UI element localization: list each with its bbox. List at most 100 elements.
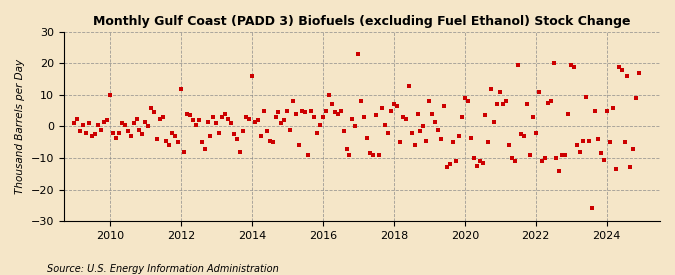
Point (406, 131, 417, 135)
Point (122, 129, 133, 133)
Point (205, 134, 216, 138)
Point (379, 123, 390, 127)
Point (439, 104, 450, 108)
Point (105, 93, 115, 97)
Point (297, 109, 308, 113)
Point (211, 121, 222, 125)
Point (75, 129, 86, 133)
Point (462, 99, 473, 103)
Point (282, 109, 293, 113)
Point (510, 159, 520, 163)
Point (398, 115, 408, 119)
Point (169, 134, 180, 138)
Point (140, 120, 151, 124)
Point (578, 139, 589, 143)
Point (315, 123, 325, 127)
Point (531, 131, 541, 135)
Point (392, 104, 402, 108)
Point (78, 123, 88, 127)
Point (87, 134, 98, 138)
Point (240, 115, 251, 119)
Point (625, 165, 636, 170)
Point (335, 109, 346, 113)
Point (516, 132, 526, 137)
Point (554, 168, 565, 173)
Point (288, 99, 299, 103)
Point (184, 113, 195, 118)
Point (445, 162, 456, 166)
Point (368, 153, 379, 157)
Y-axis label: Thousand Barrels per Day: Thousand Barrels per Day (15, 59, 25, 194)
Point (190, 123, 201, 127)
Point (96, 127, 107, 132)
Point (326, 102, 337, 107)
Point (475, 159, 485, 163)
Point (628, 146, 639, 151)
Point (456, 115, 467, 119)
Point (377, 105, 387, 110)
Point (187, 118, 198, 122)
Point (244, 116, 254, 121)
Point (580, 94, 591, 99)
Point (158, 115, 169, 119)
Point (176, 86, 186, 91)
Point (539, 156, 550, 160)
Point (300, 110, 310, 114)
Point (542, 101, 553, 105)
Point (599, 157, 610, 162)
Point (574, 150, 585, 154)
Point (264, 139, 275, 143)
Point (134, 127, 145, 132)
Point (563, 112, 574, 116)
Point (312, 131, 323, 135)
Point (81, 131, 92, 135)
Point (551, 156, 562, 160)
Point (217, 115, 227, 119)
Point (202, 120, 213, 124)
Point (601, 109, 612, 113)
Point (421, 139, 432, 143)
Point (173, 140, 184, 144)
Point (507, 156, 518, 160)
Point (450, 159, 461, 163)
Point (362, 135, 373, 140)
Point (182, 112, 192, 116)
Point (143, 124, 154, 129)
Point (613, 64, 624, 69)
Point (537, 159, 547, 163)
Point (412, 112, 423, 116)
Point (128, 121, 139, 125)
Point (622, 74, 633, 78)
Point (167, 131, 178, 135)
Point (492, 102, 503, 107)
Point (486, 86, 497, 91)
Point (259, 109, 269, 113)
Point (498, 102, 509, 107)
Point (223, 116, 234, 121)
Point (374, 153, 385, 157)
Title: Monthly Gulf Coast (PADD 3) Biofuels (excluding Fuel Ethanol) Stock Change: Monthly Gulf Coast (PADD 3) Biofuels (ex… (93, 15, 630, 28)
Point (359, 115, 370, 119)
Point (353, 52, 364, 56)
Point (364, 151, 375, 155)
Point (356, 99, 367, 103)
Point (471, 164, 482, 168)
Point (178, 150, 189, 154)
Point (483, 140, 494, 144)
Point (415, 129, 426, 133)
Point (250, 120, 261, 124)
Point (595, 151, 606, 155)
Point (214, 131, 225, 135)
Point (306, 109, 317, 113)
Point (477, 161, 488, 165)
Point (220, 112, 231, 116)
Point (131, 116, 142, 121)
Point (468, 156, 479, 160)
Point (255, 134, 266, 138)
Point (270, 115, 281, 119)
Point (403, 83, 414, 88)
Point (634, 71, 645, 75)
Point (548, 61, 559, 66)
Point (69, 121, 80, 125)
Point (385, 109, 396, 113)
